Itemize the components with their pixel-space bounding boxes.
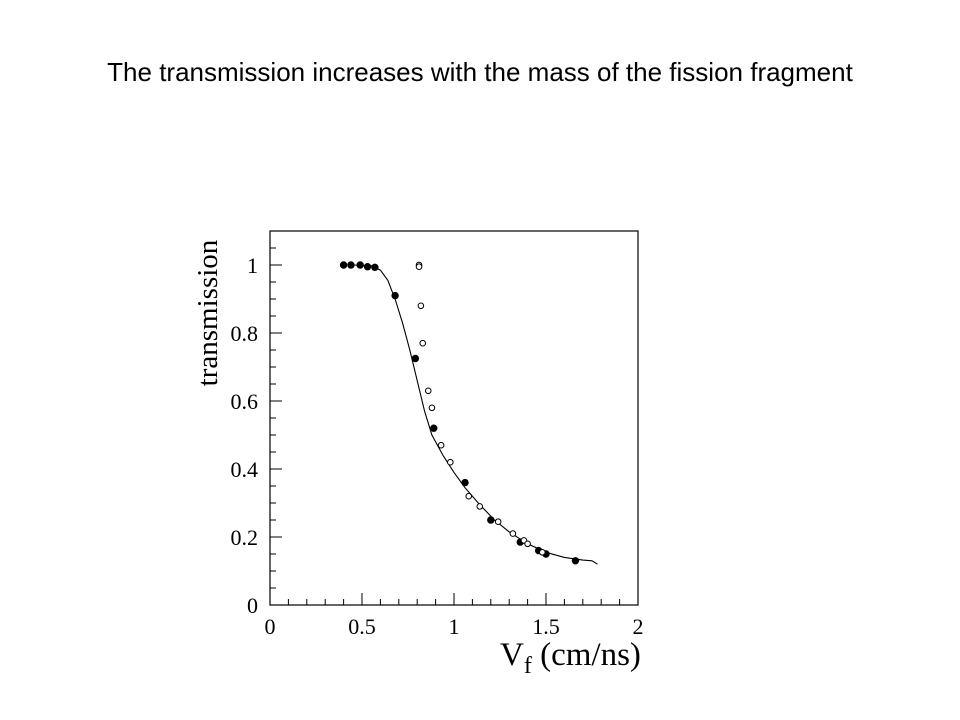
- open-data-point: [476, 503, 484, 510]
- filled-data-point: [411, 354, 420, 363]
- plot-frame: [269, 230, 639, 606]
- filled-data-point: [347, 261, 355, 269]
- filled-data-point: [391, 291, 399, 300]
- tick-labels: 0 0.5 1 1.5 2 0 0.2 0.4 0.6 0.8 1: [231, 253, 644, 639]
- open-data-point: [437, 441, 445, 449]
- filled-data-point: [339, 261, 348, 269]
- filled-data-point: [363, 263, 372, 271]
- fit-curve: [352, 264, 598, 565]
- slide-title: The transmission increases with the mass…: [107, 57, 853, 87]
- y-tick-label: 0.8: [231, 321, 259, 346]
- x-tick-label: 0.5: [348, 614, 376, 639]
- axis-ticks: [269, 230, 639, 606]
- filled-data-point: [571, 557, 580, 565]
- open-data-point: [447, 458, 454, 466]
- open-data-point: [415, 263, 423, 271]
- open-data-point: [524, 540, 531, 548]
- y-tick-label: 0.4: [231, 457, 259, 482]
- open-data-point: [428, 404, 436, 412]
- fit-curve-layer: [352, 264, 598, 565]
- open-data-point: [509, 530, 517, 537]
- data-points-layer: [339, 261, 580, 565]
- filled-data-point: [371, 263, 379, 272]
- x-tick-label: 1: [449, 614, 460, 639]
- y-axis-title-text: transmission: [192, 239, 224, 386]
- y-axis-title: transmission: [192, 239, 224, 386]
- open-data-point: [419, 339, 427, 347]
- open-data-point: [494, 518, 502, 526]
- filled-data-point: [356, 261, 364, 269]
- x-axis-title: Vf (cm/ns): [500, 637, 641, 679]
- y-tick-label: 1: [247, 253, 258, 278]
- filled-data-point: [430, 424, 438, 432]
- x-axis-title-symbol: V: [500, 637, 524, 673]
- x-axis-title-unit: (cm/ns): [532, 637, 641, 673]
- y-tick-label: 0.6: [231, 389, 259, 414]
- open-data-point: [465, 492, 473, 500]
- open-data-point: [539, 549, 546, 556]
- y-tick-label: 0: [247, 593, 258, 618]
- x-tick-label: 2: [633, 614, 644, 639]
- x-axis-title-subscript: f: [524, 653, 532, 679]
- open-data-point: [417, 302, 425, 310]
- x-tick-label: 1.5: [532, 614, 560, 639]
- open-data-point: [424, 387, 432, 395]
- filled-data-point: [487, 516, 495, 524]
- filled-data-point: [461, 478, 469, 487]
- x-tick-label: 0: [265, 614, 276, 639]
- y-tick-label: 0.2: [231, 525, 259, 550]
